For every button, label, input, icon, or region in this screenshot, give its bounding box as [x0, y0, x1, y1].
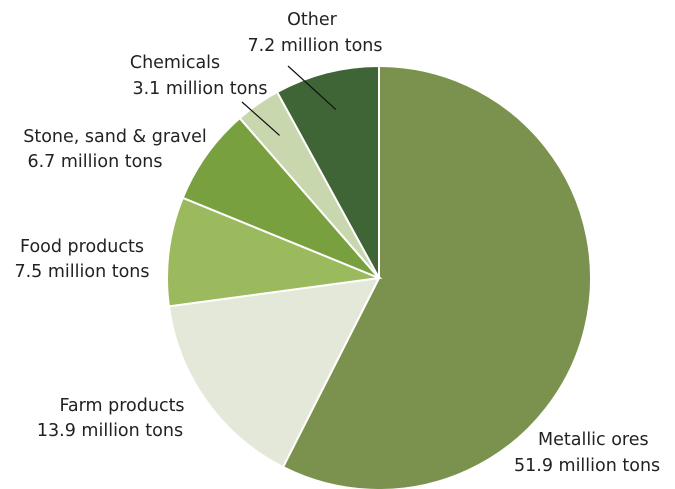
label-other-name: Other	[287, 10, 337, 30]
label-food-products-value: 7.5 million tons	[14, 262, 149, 282]
pie-slice-other	[275, 64, 380, 279]
label-metallic-ores-name: Metallic ores	[538, 430, 649, 450]
pie-slice-metallic-ores	[281, 64, 592, 489]
label-food-products-name: Food products	[20, 237, 144, 257]
label-chemicals-name: Chemicals	[130, 53, 220, 73]
pie-slice-food-products	[166, 196, 383, 308]
leader-line-other	[287, 65, 337, 111]
label-farm-products-value: 13.9 million tons	[37, 421, 183, 441]
leader-line-chemicals	[241, 101, 280, 136]
pie-slice-stone-sand-gravel	[181, 116, 380, 279]
label-farm-products-name: Farm products	[59, 396, 184, 416]
pie-slice-farm-products	[167, 276, 381, 469]
leader-lines	[241, 65, 337, 136]
pie-slices	[166, 64, 592, 489]
label-other-value: 7.2 million tons	[247, 36, 382, 56]
label-stone-sand-gravel-value: 6.7 million tons	[27, 152, 162, 172]
label-chemicals-value: 3.1 million tons	[132, 79, 267, 99]
label-metallic-ores-value: 51.9 million tons	[514, 456, 660, 476]
label-stone-sand-gravel-name: Stone, sand & gravel	[23, 127, 207, 147]
